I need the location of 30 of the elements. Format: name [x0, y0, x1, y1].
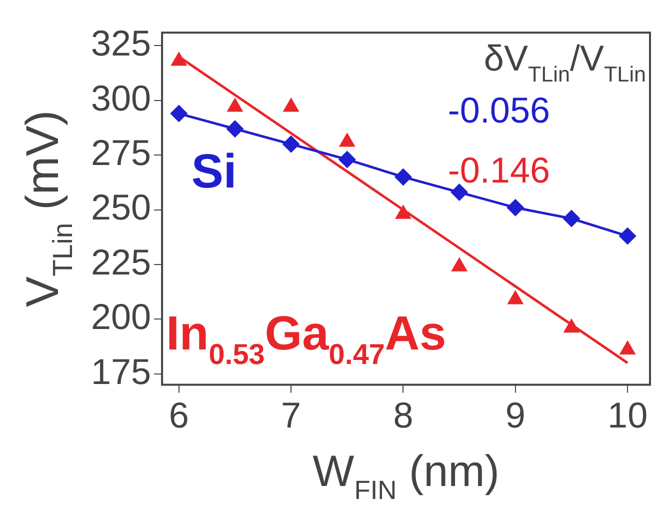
point [620, 342, 635, 355]
y-tick-label: 250 [90, 186, 152, 228]
x-tick-label: 8 [393, 394, 414, 436]
point [563, 210, 580, 227]
y-tick-label: 200 [90, 296, 152, 338]
x-tick-label: 7 [281, 394, 302, 436]
point [226, 120, 244, 138]
series-label: Si [191, 146, 237, 199]
point [508, 291, 523, 304]
x-tick-label: 10 [608, 394, 648, 436]
annotation: -0.056 [448, 90, 550, 131]
annotation: -0.146 [448, 150, 550, 191]
y-axis-title: VTLin (mV) [16, 110, 78, 308]
point [170, 105, 188, 122]
point [282, 136, 300, 152]
y-tick-label: 225 [90, 241, 152, 282]
y-tick-label: 275 [90, 132, 152, 174]
point [451, 184, 468, 201]
point [338, 151, 356, 168]
x-tick-label: 9 [505, 394, 526, 436]
point [619, 228, 636, 244]
y-tick-label: 325 [90, 22, 152, 64]
point [564, 320, 579, 333]
point [396, 206, 411, 219]
y-tick-label: 175 [90, 350, 152, 392]
y-tick-label: 300 [90, 77, 152, 118]
point [452, 258, 467, 272]
x-tick-label: 6 [168, 394, 189, 436]
point [507, 199, 524, 216]
point [394, 168, 412, 186]
